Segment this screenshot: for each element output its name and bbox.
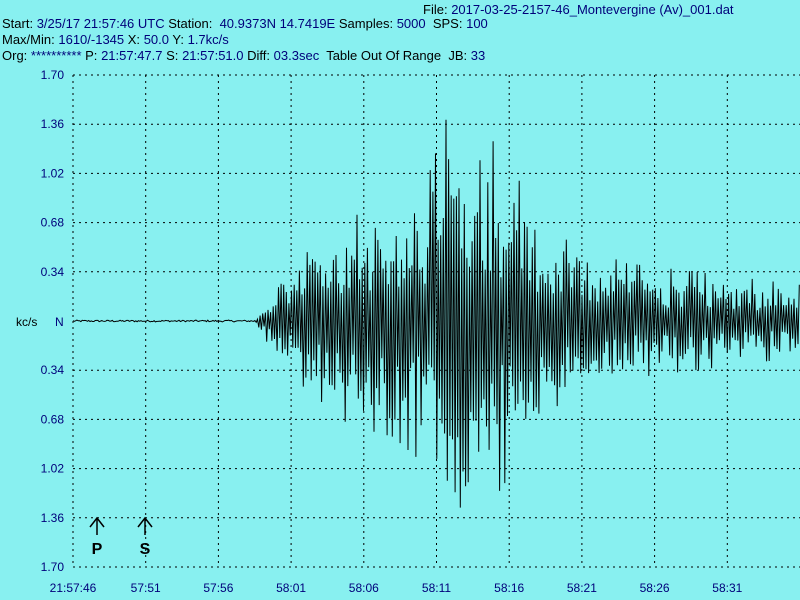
diff-label: Diff:: [247, 48, 271, 63]
phase-marker-s: S: [137, 516, 153, 558]
table-status: Table Out Of Range: [326, 48, 442, 63]
x-tick-label: 21:57:46: [50, 581, 97, 595]
file-name: 2017-03-25-2157-46_Montevergine (Av)_001…: [451, 2, 734, 17]
zero-label: N: [55, 315, 64, 329]
x-scale-value: 50.0: [143, 32, 169, 47]
arrow-up-icon: [137, 516, 153, 528]
marker-label: S: [140, 541, 151, 558]
maxmin-label: Max/Min:: [2, 32, 55, 47]
x-tick-label: 58:26: [640, 581, 670, 595]
sps-label: SPS:: [432, 16, 463, 31]
marker-label: P: [92, 541, 103, 558]
x-tick-label: 58:16: [494, 581, 524, 595]
x-tick-label: 58:21: [567, 581, 597, 595]
jb-value: 33: [470, 48, 486, 63]
diff-value: 03.3sec: [273, 48, 320, 63]
y-tick-label: 1.36: [41, 117, 65, 131]
y-tick-label: 1.70: [41, 560, 65, 574]
y-axis: 1.70 1.36 1.02 0.68 0.34 0.34 0.68 1.02 1.36 1.70…: [16, 68, 64, 574]
y-axis-label: kc/s: [16, 315, 37, 329]
seismic-trace: [72, 119, 800, 508]
x-axis: 21:57:46 57:51 57:56 58:01 58:06 58:11 58:16 58…: [50, 581, 743, 595]
org-value: **********: [30, 48, 82, 63]
maxmin-line: Max/Min: 1610/-1345 X: 50.0 Y: 1.7kc/s: [2, 32, 229, 48]
p-time-value: 21:57:47.7: [101, 48, 163, 63]
x-tick-label: 57:56: [203, 581, 233, 595]
samples-label: Samples:: [338, 16, 394, 31]
y-scale-label: Y:: [172, 32, 184, 47]
x-tick-label: 58:11: [422, 581, 451, 595]
s-time-value: 21:57:51.0: [182, 48, 244, 63]
y-tick-label: 0.68: [41, 412, 65, 426]
start-value: 3/25/17 21:57:46 UTC: [36, 16, 165, 31]
s-time-label: S:: [166, 48, 179, 63]
file-header: File: 2017-03-25-2157-46_Montevergine (A…: [423, 2, 734, 18]
y-tick-label: 0.68: [41, 216, 65, 230]
samples-value: 5000: [396, 16, 426, 31]
org-label: Org:: [2, 48, 28, 63]
start-line: Start: 3/25/17 21:57:46 UTC Station: 40.…: [2, 16, 488, 32]
x-scale-label: X:: [127, 32, 141, 47]
arrow-up-icon: [89, 516, 105, 528]
y-tick-label: 1.36: [41, 511, 65, 525]
phase-marker-p: P: [89, 516, 105, 558]
origin-line: Org: ********** P: 21:57:47.7 S: 21:57:5…: [2, 48, 485, 64]
y-tick-label: 0.34: [41, 363, 65, 377]
file-label: File:: [423, 2, 448, 17]
station-label: Station:: [168, 16, 213, 31]
y-tick-label: 1.70: [41, 68, 65, 82]
y-tick-label: 0.34: [41, 265, 65, 279]
maxmin-value: 1610/-1345: [58, 32, 125, 47]
y-scale-value: 1.7kc/s: [187, 32, 229, 47]
x-tick-label: 57:51: [131, 581, 161, 595]
y-tick-label: 1.02: [41, 166, 65, 180]
p-time-label: P:: [85, 48, 98, 63]
y-tick-label: 1.02: [41, 462, 65, 476]
x-tick-label: 58:01: [276, 581, 306, 595]
x-tick-label: 58:06: [349, 581, 379, 595]
station-value: 40.9373N 14.7419E: [219, 16, 336, 31]
sps-value: 100: [466, 16, 488, 31]
jb-label: JB:: [448, 48, 468, 63]
x-tick-label: 58:31: [712, 581, 742, 595]
start-label: Start:: [2, 16, 34, 31]
